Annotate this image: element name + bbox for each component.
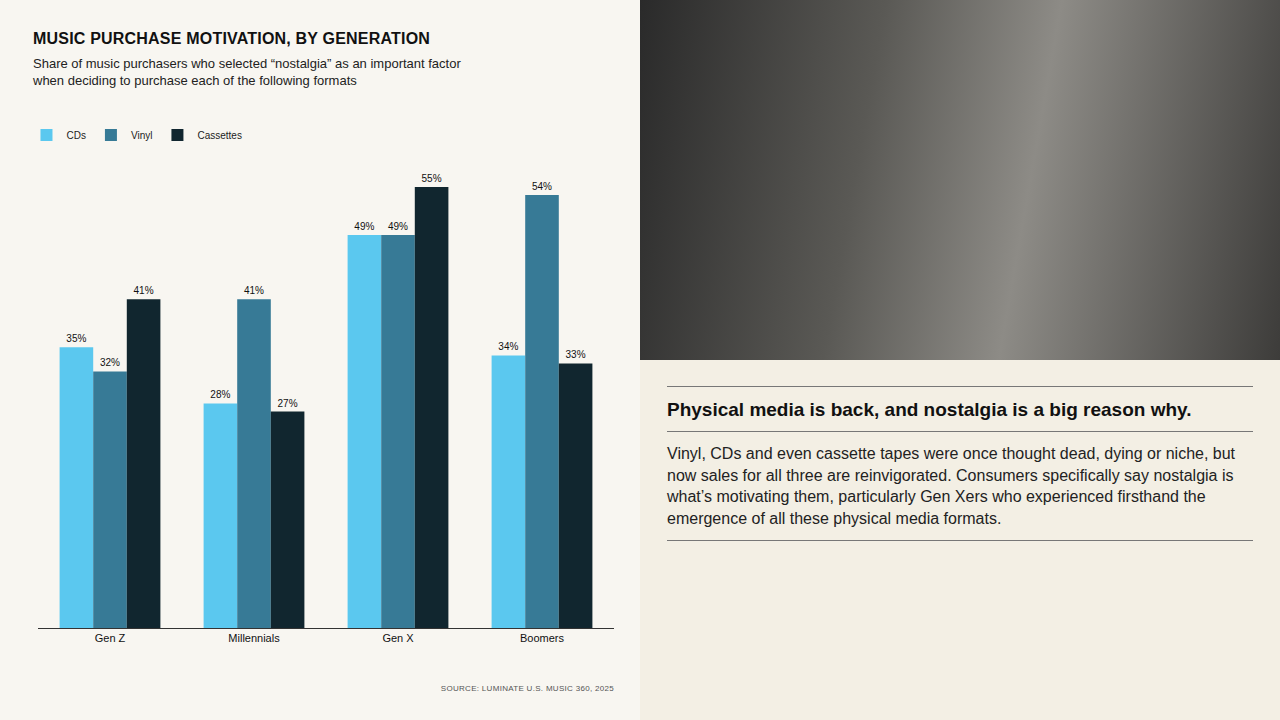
- svg-text:Vinyl: Vinyl: [131, 130, 153, 141]
- svg-text:27%: 27%: [278, 398, 298, 409]
- html-text:Share of music purchasers who: Share of music purchasers who selected “…: [33, 56, 461, 88]
- svg-text:CDs: CDs: [66, 130, 85, 141]
- svg-text:Gen X: Gen X: [382, 632, 414, 644]
- svg-text:41%: 41%: [134, 285, 154, 296]
- svg-text:34%: 34%: [498, 341, 518, 352]
- svg-text:Gen Z: Gen Z: [95, 632, 126, 644]
- html-text:SOURCE: LUMINATE U.S. MUSIC 36: SOURCE: LUMINATE U.S. MUSIC 360, 2025: [440, 684, 614, 693]
- svg-text:Cassettes: Cassettes: [197, 130, 241, 141]
- svg-text:Boomers: Boomers: [520, 632, 565, 644]
- svg-text:54%: 54%: [532, 181, 552, 192]
- html-text:MUSIC PURCHASE MOTIVATION, BY: MUSIC PURCHASE MOTIVATION, BY GENERATION: [33, 30, 431, 47]
- svg-text:Millennials: Millennials: [228, 632, 280, 644]
- html-text:Vinyl, CDs and even cassette t: Vinyl, CDs and even cassette tapes were …: [667, 445, 1236, 527]
- svg-text:28%: 28%: [210, 389, 230, 400]
- svg-text:49%: 49%: [388, 221, 408, 232]
- svg-text:33%: 33%: [566, 349, 586, 360]
- svg-text:55%: 55%: [422, 173, 442, 184]
- svg-text:49%: 49%: [354, 221, 374, 232]
- html-text:Physical media is back, and no: Physical media is back, and nostalgia is…: [667, 399, 1192, 420]
- svg-text:32%: 32%: [100, 357, 120, 368]
- svg-text:41%: 41%: [244, 285, 264, 296]
- svg-text:35%: 35%: [66, 333, 86, 344]
